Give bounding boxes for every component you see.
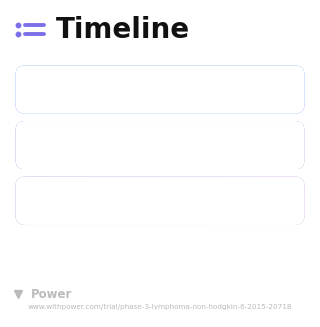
FancyBboxPatch shape	[15, 121, 305, 169]
Text: Timeline: Timeline	[56, 16, 190, 44]
Text: Treatment ~: Treatment ~	[33, 139, 116, 152]
FancyBboxPatch shape	[15, 65, 305, 114]
Text: Follow ups ~: Follow ups ~	[33, 194, 118, 207]
Text: www.withpower.com/trial/phase-3-lymphoma-non-hodgkin-6-2015-20718: www.withpower.com/trial/phase-3-lymphoma…	[28, 304, 292, 310]
Text: up to 2 years: up to 2 years	[204, 194, 292, 207]
Text: 3 weeks: 3 weeks	[238, 83, 292, 96]
Text: Screening ~: Screening ~	[33, 83, 115, 96]
Text: Varies: Varies	[252, 139, 292, 152]
FancyBboxPatch shape	[15, 177, 305, 225]
Text: Power: Power	[30, 288, 72, 301]
